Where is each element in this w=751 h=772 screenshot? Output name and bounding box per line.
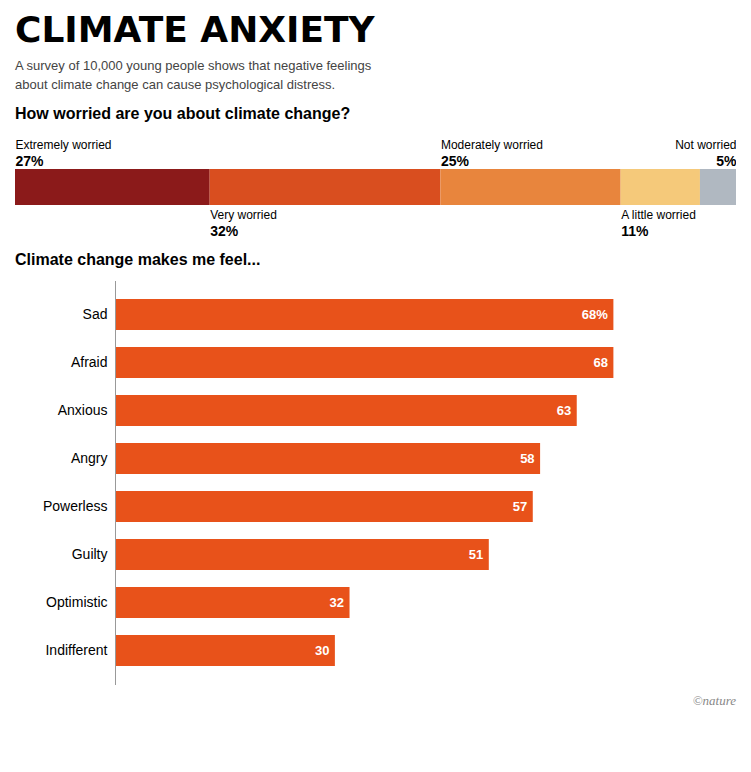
svg-text:Not worried: Not worried: [675, 137, 736, 151]
svg-text:68%: 68%: [582, 307, 608, 322]
svg-text:Very worried: Very worried: [210, 208, 277, 222]
svg-text:63: 63: [557, 403, 571, 418]
svg-text:32%: 32%: [210, 223, 239, 239]
svg-text:25%: 25%: [441, 152, 470, 168]
svg-text:68: 68: [593, 355, 607, 370]
html-text:How worried are you about clim: How worried are you about climate change…: [15, 104, 351, 122]
svg-text:32: 32: [330, 595, 344, 610]
svg-text:11%: 11%: [621, 223, 649, 239]
svg-text:5%: 5%: [716, 152, 736, 168]
svg-text:Anxious: Anxious: [58, 402, 108, 418]
svg-text:30: 30: [315, 643, 329, 658]
svg-text:Moderately worried: Moderately worried: [441, 137, 543, 151]
svg-text:Afraid: Afraid: [71, 354, 108, 370]
svg-text:51: 51: [469, 547, 483, 562]
svg-text:Optimistic: Optimistic: [46, 594, 107, 610]
html-text:CLIMATE ANXIETY: CLIMATE ANXIETY: [15, 9, 375, 50]
html-text:Climate change makes me feel..: Climate change makes me feel...: [15, 250, 261, 268]
svg-text:Sad: Sad: [83, 306, 108, 322]
svg-text:Angry: Angry: [71, 450, 108, 466]
svg-text:57: 57: [513, 499, 527, 514]
svg-text:Indifferent: Indifferent: [45, 642, 107, 658]
svg-text:Powerless: Powerless: [43, 498, 108, 514]
svg-text:Extremely worried: Extremely worried: [16, 137, 112, 151]
svg-text:27%: 27%: [16, 152, 45, 168]
html-text:A survey of 10,000 young peopl: A survey of 10,000 young people shows th…: [15, 57, 372, 93]
svg-text:58: 58: [520, 451, 534, 466]
svg-text:Guilty: Guilty: [72, 546, 108, 562]
svg-text:A little worried: A little worried: [621, 208, 696, 222]
html-text:©nature: ©nature: [692, 692, 736, 708]
